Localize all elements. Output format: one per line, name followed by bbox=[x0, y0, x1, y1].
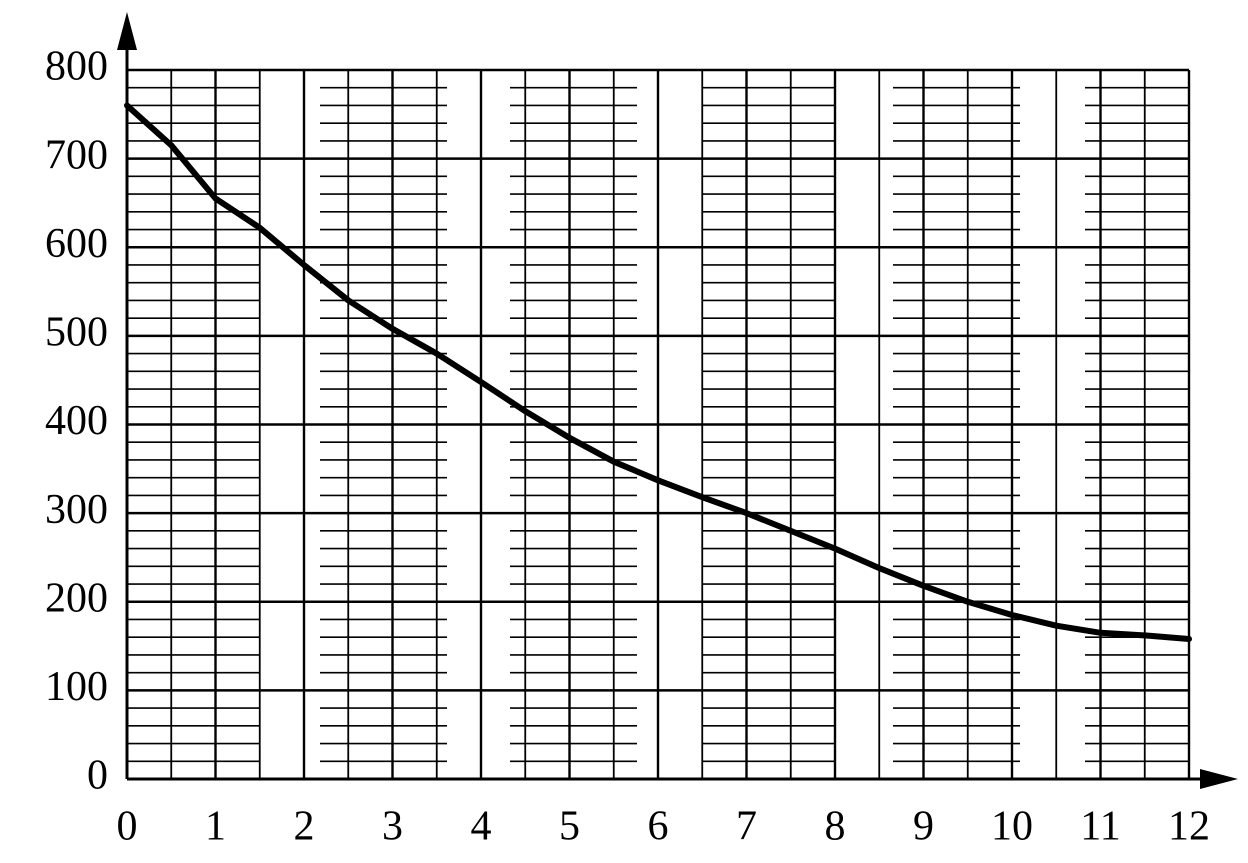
y-tick-label: 200 bbox=[45, 575, 108, 621]
y-axis-arrow bbox=[117, 12, 137, 50]
x-tick-label: 1 bbox=[205, 804, 226, 850]
y-tick-label: 100 bbox=[45, 664, 108, 710]
x-tick-label: 2 bbox=[294, 804, 315, 850]
x-tick-label: 12 bbox=[1168, 804, 1210, 850]
x-tick-label: 9 bbox=[913, 804, 934, 850]
x-tick-label: 5 bbox=[559, 804, 580, 850]
x-tick-label: 11 bbox=[1080, 804, 1120, 850]
data-line bbox=[124, 102, 1192, 642]
x-axis-arrow bbox=[1200, 769, 1238, 789]
x-tick-label: 7 bbox=[736, 804, 757, 850]
x-tick-label: 6 bbox=[648, 804, 669, 850]
x-tick-label: 4 bbox=[471, 804, 492, 850]
y-tick-label: 600 bbox=[45, 221, 108, 267]
y-tick-label: 400 bbox=[45, 398, 108, 444]
x-tick-label: 3 bbox=[382, 804, 403, 850]
y-tick-label: 500 bbox=[45, 310, 108, 356]
grid bbox=[125, 68, 1191, 781]
y-tick-label: 800 bbox=[45, 44, 108, 90]
x-tick-label: 8 bbox=[825, 804, 846, 850]
x-tick-label: 0 bbox=[117, 804, 138, 850]
y-tick-label: 300 bbox=[45, 487, 108, 533]
y-tick-label: 700 bbox=[45, 132, 108, 178]
y-tick-label: 0 bbox=[87, 753, 108, 799]
x-tick-label: 10 bbox=[991, 804, 1033, 850]
